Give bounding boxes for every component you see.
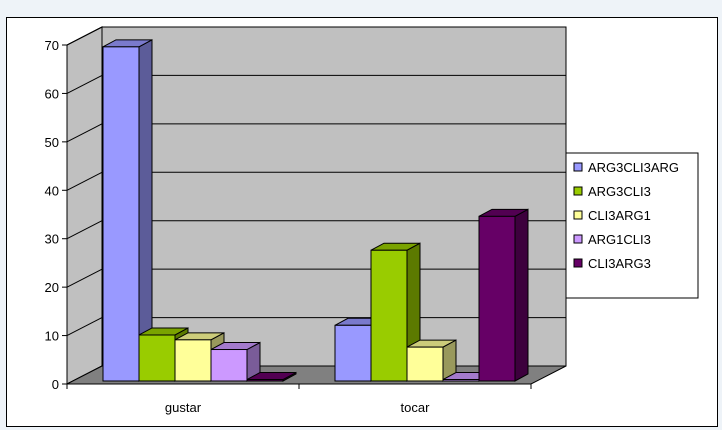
y-tick-label: 0 [52,377,59,392]
bar [138,334,176,382]
gridline-side [66,268,103,288]
legend-label: CLI3ARG3 [588,256,651,271]
y-tick-label: 40 [45,183,59,198]
bar [478,215,516,382]
bar [210,349,248,382]
bar [246,379,284,382]
gridline-side [66,74,103,94]
y-tick-label: 10 [45,329,59,344]
y-tick-label: 50 [45,135,59,150]
bar [102,46,140,382]
gridline-side [66,26,103,46]
gridline-side [66,220,103,240]
legend-swatch [573,234,583,244]
gridline-side [66,171,103,191]
bar [174,339,212,382]
legend-label: ARG1CLI3 [588,232,651,247]
y-tick-label: 70 [45,38,59,53]
legend-swatch [573,186,583,196]
bar [334,324,372,382]
legend-swatch [573,162,583,172]
bar-side [514,208,529,382]
y-tick-label: 60 [45,86,59,101]
y-tick-label: 30 [45,232,59,247]
bar [406,346,444,382]
side-wall [66,26,103,385]
legend-label: ARG3CLI3ARG [588,160,679,175]
legend-label: CLI3ARG1 [588,208,651,223]
x-tick-label: tocar [401,400,431,415]
bar [442,379,480,382]
legend-swatch [573,210,583,220]
legend-label: ARG3CLI3 [588,184,651,199]
gridline-side [66,317,103,337]
y-tick-label: 20 [45,280,59,295]
bar [370,249,408,382]
gridline-side [66,123,103,143]
legend-box [565,152,699,299]
x-tick-label: gustar [165,400,202,415]
legend-swatch [573,258,583,268]
